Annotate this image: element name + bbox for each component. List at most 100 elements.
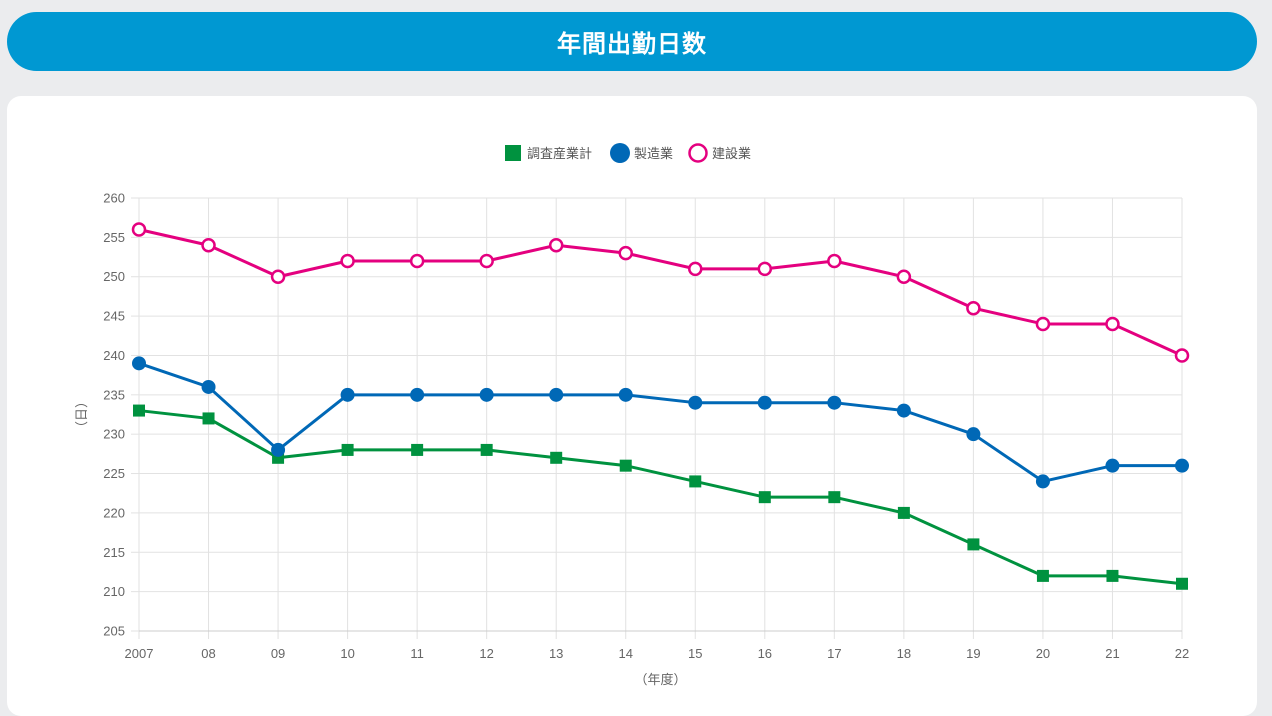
data-point (409, 253, 425, 269)
legend-item[interactable]: 製造業 (610, 143, 673, 163)
data-point (1176, 577, 1188, 590)
data-point (1174, 348, 1190, 363)
chart-card (7, 96, 1257, 716)
data-point (1105, 458, 1120, 473)
data-point (411, 443, 424, 456)
data-point (202, 412, 215, 425)
data-point (896, 403, 911, 418)
title-bar: 年間出勤日数 (7, 12, 1257, 71)
data-point (896, 269, 912, 284)
x-tick-label: 17 (827, 646, 841, 661)
data-point (479, 387, 494, 402)
y-tick-label: 230 (103, 427, 125, 442)
x-tick-label: 15 (688, 646, 702, 661)
x-tick-label: 21 (1105, 646, 1119, 661)
data-point (757, 261, 773, 277)
x-tick-label: 13 (549, 646, 563, 661)
y-tick-label: 225 (103, 466, 125, 481)
chart-series (131, 222, 1190, 590)
x-axis-label: （年度） (634, 672, 686, 688)
legend-marker (688, 143, 708, 163)
data-point (689, 475, 702, 488)
data-point (967, 538, 980, 551)
y-tick-label: 250 (103, 269, 125, 284)
data-point (1106, 569, 1119, 582)
x-tick-label: 20 (1036, 646, 1050, 661)
data-point (480, 443, 493, 456)
y-tick-label: 240 (103, 348, 125, 363)
x-tick-label: 2007 (125, 646, 154, 661)
y-axis-label: （日） (75, 395, 90, 434)
data-point (897, 506, 910, 519)
data-point (1036, 569, 1049, 582)
data-point (341, 443, 354, 456)
y-tick-label: 210 (103, 584, 125, 599)
legend-label: 調査産業計 (527, 146, 592, 162)
x-tick-label: 14 (618, 646, 632, 661)
y-tick-label: 245 (103, 309, 125, 324)
data-point (1035, 474, 1050, 489)
series-line (138, 409, 1183, 586)
data-point (758, 491, 771, 504)
y-tick-label: 220 (103, 505, 125, 520)
data-point (1035, 316, 1051, 332)
data-point (133, 404, 145, 417)
data-point (1105, 316, 1120, 332)
chart-grid (131, 197, 1183, 639)
legend-label: 製造業 (634, 146, 673, 162)
legend-label: 建設業 (712, 146, 751, 162)
data-point (827, 395, 842, 410)
data-point (688, 261, 703, 277)
y-tick-label: 255 (103, 230, 125, 245)
y-tick-label: 260 (103, 191, 125, 206)
chart-legend[interactable]: 調査産業計 製造業 建設業 (505, 143, 751, 163)
data-point (132, 356, 146, 371)
x-tick-label: 19 (966, 646, 980, 661)
x-tick-label: 10 (340, 646, 354, 661)
legend-item[interactable]: 建設業 (688, 143, 752, 163)
x-tick-label: 11 (410, 646, 424, 661)
data-point (271, 442, 286, 457)
x-tick-label: 22 (1175, 646, 1189, 661)
legend-marker (610, 143, 630, 163)
x-tick-label: 12 (479, 646, 493, 661)
y-tick-label: 205 (103, 624, 125, 639)
data-point (548, 237, 564, 253)
series-line (138, 361, 1182, 483)
data-point (270, 269, 286, 284)
data-point (410, 387, 425, 402)
y-axis-tick-labels: 260 255 250 245 240 235 230 225 220 215 210 205 (103, 191, 125, 639)
data-point (688, 395, 703, 410)
x-tick-label: 16 (758, 646, 772, 661)
data-point (340, 387, 355, 402)
x-tick-label: 18 (897, 646, 911, 661)
data-point (757, 395, 772, 410)
data-point (131, 222, 147, 237)
data-point (828, 491, 841, 504)
data-point (1175, 458, 1189, 473)
y-tick-label: 215 (103, 545, 125, 560)
data-point (619, 459, 632, 472)
series-0 (133, 404, 1188, 590)
data-point (201, 379, 216, 394)
data-point (201, 237, 216, 253)
data-point (550, 451, 563, 464)
legend-item[interactable]: 調査産業計 (505, 145, 592, 162)
data-point (618, 245, 633, 261)
x-tick-label: 09 (271, 646, 285, 661)
data-point (966, 300, 981, 316)
x-tick-label: 08 (201, 646, 215, 661)
data-point (479, 253, 494, 269)
x-axis-tick-labels: 2007 08 09 10 11 12 13 14 15 16 17 18 19 20 21 22 (125, 646, 1190, 661)
y-tick-label: 235 (103, 387, 125, 402)
legend-marker (505, 145, 521, 161)
data-point (340, 253, 355, 269)
data-point (549, 387, 564, 402)
page-title: 年間出勤日数 (557, 30, 707, 58)
data-point (966, 427, 981, 442)
series-1 (132, 356, 1189, 489)
series-2 (131, 222, 1190, 363)
data-point (618, 387, 633, 402)
data-point (827, 253, 842, 269)
